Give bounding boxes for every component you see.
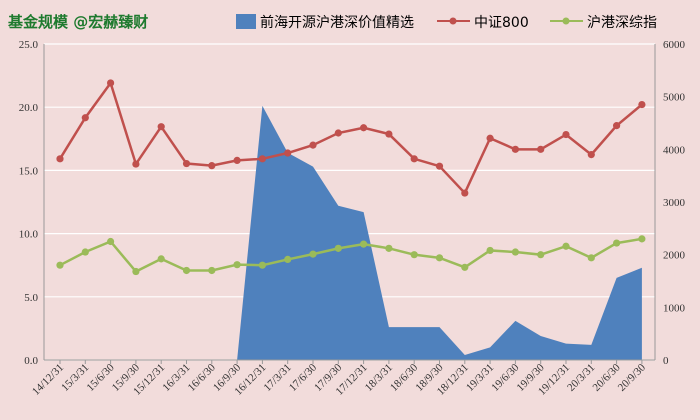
point-csi800 [360,124,368,132]
legend-marker-csi800 [449,17,457,25]
left-tick-label: 5.0 [24,292,38,304]
point-csi800 [309,141,317,149]
point-csi800 [233,156,241,164]
legend: 前海开源沪港深价值精选 中证800 沪港深综指 [236,14,657,31]
point-hkhs [182,266,191,275]
left-tick-label: 20.0 [19,102,39,114]
legend-marker-hkhs [562,17,570,25]
line-series-layer [56,79,646,276]
point-hkhs [562,242,570,250]
point-hkhs [208,266,216,275]
left-tick-label: 10.0 [19,229,39,241]
point-hkhs [537,251,545,259]
point-csi800 [334,129,342,137]
line-series-hkhs [59,237,643,274]
point-csi800 [562,130,570,139]
legend-label-hkhs: 沪港深综指 [587,15,657,31]
point-hkhs [81,248,89,256]
point-csi800 [385,130,393,138]
point-hkhs [435,254,444,262]
left-tick-label: 0.0 [24,355,38,367]
point-hkhs [107,237,115,246]
right-tick-label: 4000 [663,144,686,156]
left-tick-label: 15.0 [19,165,39,177]
legend-label-csi800: 中证800 [474,15,529,31]
point-hkhs [157,255,165,263]
point-hkhs [461,263,469,271]
point-hkhs [587,254,595,262]
point-csi800 [461,189,469,197]
right-tick-label: 1000 [663,302,686,314]
point-csi800 [132,160,140,168]
chart-title: 基金规模 @宏赫臻财 [7,13,148,31]
point-hkhs [309,250,317,258]
right-tick-label: 3000 [663,197,686,209]
right-tick-label: 0 [663,355,669,367]
legend-label-fund: 前海开源沪港深价值精选 [260,14,414,31]
area-series-fund [60,105,642,360]
point-hkhs [233,261,241,269]
point-hkhs [334,244,342,252]
point-csi800 [587,151,595,159]
point-hkhs [410,251,418,259]
point-csi800 [511,145,519,153]
point-hkhs [56,261,64,269]
point-hkhs [511,248,519,256]
point-csi800 [258,155,266,163]
point-csi800 [107,79,115,87]
point-csi800 [486,134,494,142]
point-csi800 [157,123,165,131]
point-csi800 [81,114,89,122]
point-hkhs [486,246,494,255]
point-hkhs [613,239,621,247]
area-series-layer [60,105,642,360]
right-tick-label: 2000 [663,250,686,262]
point-csi800 [638,100,646,109]
point-csi800 [208,162,216,170]
point-csi800 [435,162,444,170]
point-hkhs [132,267,140,276]
right-tick-label: 6000 [663,39,686,51]
right-tick-label: 5000 [663,92,686,104]
legend-swatch-area [236,14,256,29]
point-hkhs [360,240,368,248]
point-csi800 [613,122,621,130]
point-csi800 [410,155,418,163]
line-series-csi800 [58,80,643,196]
point-csi800 [284,149,292,157]
point-csi800 [56,155,64,163]
point-hkhs [385,244,393,252]
point-csi800 [182,159,191,168]
left-tick-label: 25.0 [19,39,39,51]
point-csi800 [537,145,545,153]
point-hkhs [284,255,292,264]
point-hkhs [258,261,266,269]
point-hkhs [638,235,646,243]
